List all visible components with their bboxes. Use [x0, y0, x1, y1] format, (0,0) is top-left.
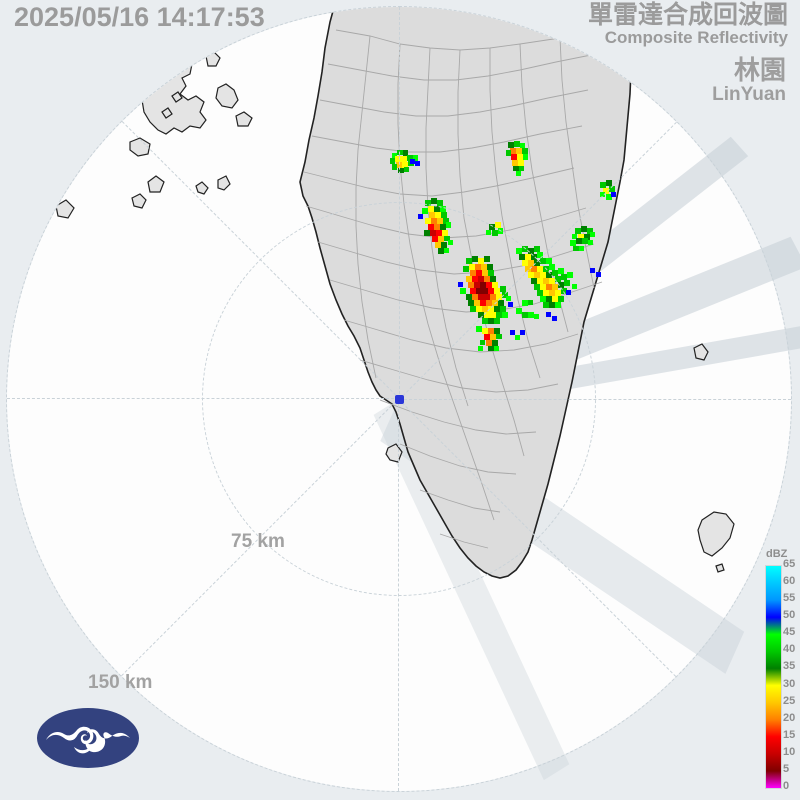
dbz-tick-20: 20: [783, 711, 796, 724]
dbz-tick-5: 5: [783, 762, 790, 775]
product-title-en: Composite Reflectivity: [604, 28, 788, 48]
range-ring-label-150km: 150 km: [88, 672, 153, 693]
dbz-tick-60: 60: [783, 575, 796, 588]
dbz-tick-30: 30: [783, 677, 796, 690]
dbz-tick-65: 65: [783, 558, 796, 570]
dbz-tick-25: 25: [783, 694, 796, 707]
range-ring-label-75km: 75 km: [231, 531, 285, 552]
dbz-tick-55: 55: [783, 592, 796, 605]
station-name-en: LinYuan: [712, 83, 786, 105]
timestamp-label: 2025/05/16 14:17:53: [14, 2, 265, 32]
radial-line-south: [398, 399, 399, 791]
dbz-tick-40: 40: [783, 643, 796, 656]
radial-line-north: [399, 7, 400, 399]
dbz-tick-35: 35: [783, 660, 796, 673]
dbz-tick-50: 50: [783, 609, 796, 622]
range-ring-150km: [6, 6, 792, 792]
cwa-logo: [37, 708, 139, 768]
radial-line-east: [399, 399, 791, 400]
station-name-block: 林園 LinYuan: [712, 56, 786, 105]
dbz-color-scale: dBZ 65 60 55 50 45 40 35 30 25 20 15 10 5 0: [757, 548, 800, 796]
product-title-block: 單雷達合成回波圖 Composite Reflectivity: [588, 2, 788, 48]
cwa-logo-wave-mark: [46, 726, 130, 754]
radial-line-west: [7, 398, 399, 399]
dbz-tick-45: 45: [783, 626, 796, 639]
dbz-unit-label: dBZ: [766, 548, 788, 560]
dbz-tick-10: 10: [783, 745, 796, 758]
cwa-logo-disc: [37, 708, 139, 768]
station-name-zh: 林園: [733, 55, 786, 85]
radar-site-marker: [394, 394, 404, 404]
dbz-colorbar-gradient: [765, 565, 782, 789]
product-title-zh: 單雷達合成回波圖: [587, 1, 788, 29]
dbz-tick-0: 0: [783, 780, 790, 792]
dbz-tick-15: 15: [783, 728, 796, 741]
